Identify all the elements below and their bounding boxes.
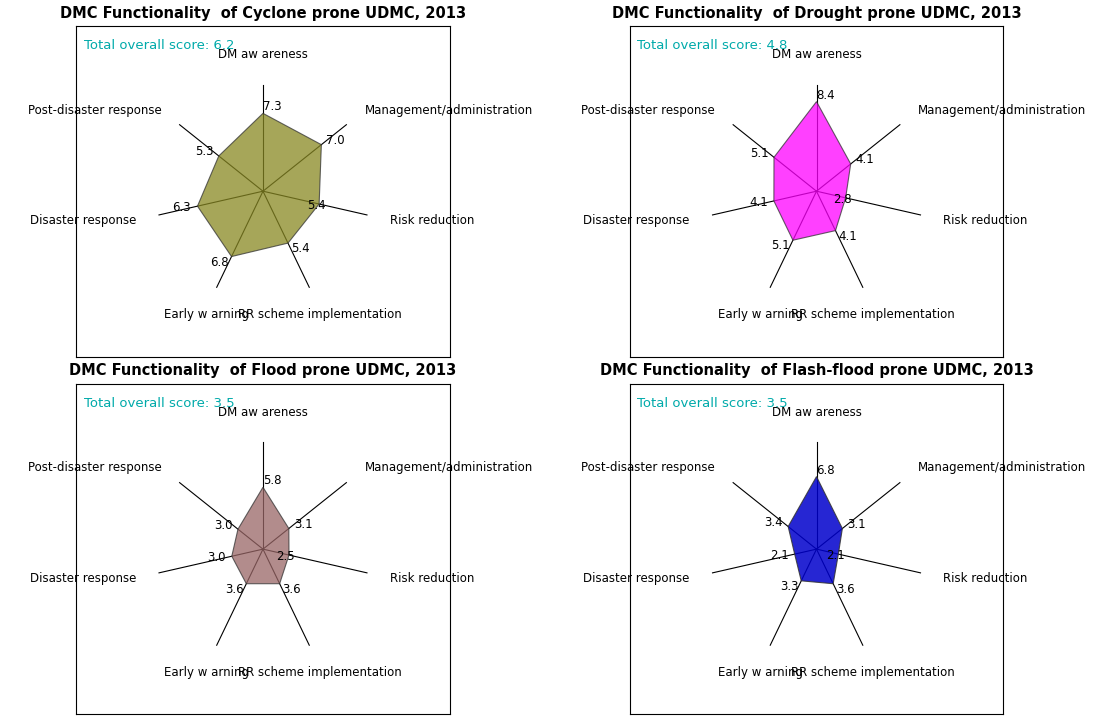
Text: Disaster response: Disaster response	[30, 572, 136, 585]
Text: 5.1: 5.1	[772, 240, 790, 253]
Text: Disaster response: Disaster response	[584, 214, 690, 227]
Text: Management/administration: Management/administration	[918, 462, 1086, 474]
Text: Risk reduction: Risk reduction	[944, 214, 1028, 227]
Text: 5.4: 5.4	[306, 199, 325, 212]
Text: 5.1: 5.1	[751, 147, 769, 160]
Text: DM aw areness: DM aw areness	[218, 48, 307, 61]
Text: DM aw areness: DM aw areness	[218, 406, 307, 419]
Text: Total overall score: 3.5: Total overall score: 3.5	[84, 397, 234, 410]
Text: 2.1: 2.1	[825, 549, 844, 562]
Text: DM aw areness: DM aw areness	[772, 48, 861, 61]
Text: Risk reduction: Risk reduction	[390, 572, 475, 585]
Text: Disaster response: Disaster response	[30, 214, 136, 227]
Text: 4.1: 4.1	[749, 196, 768, 209]
Text: 3.3: 3.3	[780, 580, 799, 593]
Text: Early w arning: Early w arning	[164, 308, 250, 321]
Text: Total overall score: 4.8: Total overall score: 4.8	[637, 39, 788, 52]
Text: 7.0: 7.0	[326, 134, 345, 147]
Text: 3.1: 3.1	[848, 518, 866, 531]
Text: Early w arning: Early w arning	[717, 667, 802, 680]
Text: 2.1: 2.1	[770, 549, 789, 562]
Text: Post-disaster response: Post-disaster response	[582, 104, 715, 117]
Title: DMC Functionality  of Cyclone prone UDMC, 2013: DMC Functionality of Cyclone prone UDMC,…	[60, 6, 466, 21]
Polygon shape	[197, 113, 321, 256]
Text: 3.1: 3.1	[294, 518, 312, 531]
Text: 8.4: 8.4	[817, 89, 836, 102]
Text: Post-disaster response: Post-disaster response	[28, 462, 162, 474]
Text: 2.8: 2.8	[833, 193, 852, 206]
Title: DMC Functionality  of Flood prone UDMC, 2013: DMC Functionality of Flood prone UDMC, 2…	[69, 364, 457, 379]
Text: Management/administration: Management/administration	[364, 104, 532, 117]
Text: 5.3: 5.3	[195, 145, 214, 158]
Text: DM aw areness: DM aw areness	[772, 406, 861, 419]
Text: RR scheme implementation: RR scheme implementation	[237, 667, 401, 680]
Text: 3.6: 3.6	[225, 583, 244, 596]
Title: DMC Functionality  of Drought prone UDMC, 2013: DMC Functionality of Drought prone UDMC,…	[612, 6, 1022, 21]
Text: RR scheme implementation: RR scheme implementation	[237, 308, 401, 321]
Text: RR scheme implementation: RR scheme implementation	[791, 308, 955, 321]
Text: RR scheme implementation: RR scheme implementation	[791, 667, 955, 680]
Text: 3.4: 3.4	[764, 516, 783, 529]
Text: 5.4: 5.4	[291, 243, 310, 256]
Text: Disaster response: Disaster response	[584, 572, 690, 585]
Text: 3.6: 3.6	[283, 583, 301, 596]
Text: Early w arning: Early w arning	[717, 308, 802, 321]
Text: Total overall score: 3.5: Total overall score: 3.5	[637, 397, 788, 410]
Text: 6.3: 6.3	[173, 201, 192, 214]
Title: DMC Functionality  of Flash-flood prone UDMC, 2013: DMC Functionality of Flash-flood prone U…	[599, 364, 1034, 379]
Text: Post-disaster response: Post-disaster response	[28, 104, 162, 117]
Polygon shape	[774, 102, 851, 240]
Text: 3.0: 3.0	[207, 552, 225, 564]
Polygon shape	[789, 477, 842, 584]
Text: Management/administration: Management/administration	[364, 462, 532, 474]
Text: 2.5: 2.5	[276, 550, 295, 563]
Text: 5.8: 5.8	[263, 474, 282, 487]
Text: 4.1: 4.1	[838, 230, 857, 243]
Text: Early w arning: Early w arning	[164, 667, 250, 680]
Text: 6.8: 6.8	[211, 256, 228, 269]
Text: Risk reduction: Risk reduction	[944, 572, 1028, 585]
Text: 4.1: 4.1	[856, 153, 874, 166]
Text: 7.3: 7.3	[263, 101, 282, 114]
Polygon shape	[232, 487, 289, 584]
Text: 6.8: 6.8	[817, 464, 836, 477]
Text: Risk reduction: Risk reduction	[390, 214, 475, 227]
Text: 3.6: 3.6	[836, 583, 854, 596]
Text: Management/administration: Management/administration	[918, 104, 1086, 117]
Text: Post-disaster response: Post-disaster response	[582, 462, 715, 474]
Text: Total overall score: 6.2: Total overall score: 6.2	[84, 39, 234, 52]
Text: 3.0: 3.0	[215, 518, 233, 531]
